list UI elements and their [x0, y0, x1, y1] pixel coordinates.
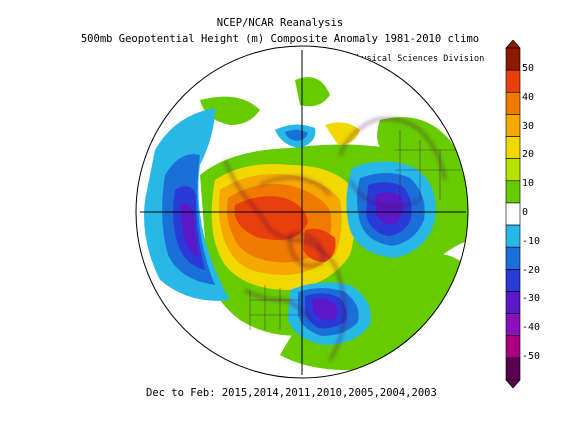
- colorbar-tick-label: 10: [522, 178, 535, 190]
- colorbar: [505, 40, 521, 389]
- colorbar-tick-label: 30: [522, 120, 535, 132]
- date-range-label: Dec to Feb: 2015,2014,2011,2010,2005,200…: [146, 387, 437, 399]
- negative-anomaly-eastern-north-america: [288, 282, 371, 345]
- colorbar-top-arrow: [505, 40, 521, 49]
- colorbar-segment: [505, 114, 521, 137]
- colorbar-tick-label: -20: [522, 264, 541, 276]
- colorbar-segment: [505, 357, 521, 381]
- polar-map: [135, 45, 469, 379]
- colorbar-segment: [505, 180, 521, 204]
- colorbar-tick-label: -30: [522, 293, 541, 305]
- colorbar-tick-label: 20: [522, 149, 535, 161]
- colorbar-segment: [505, 246, 521, 270]
- colorbar-segment: [505, 91, 521, 115]
- colorbar-tick-label: -40: [522, 322, 541, 334]
- colorbar-tick-label: 40: [522, 91, 535, 103]
- colorbar-segment: [505, 158, 521, 182]
- colorbar-bottom-arrow: [505, 379, 521, 389]
- colorbar-segment: [505, 136, 521, 159]
- map-boundary-circle: [135, 45, 469, 379]
- colorbar-segment: [505, 202, 521, 226]
- credit-label: NOAA/ESRL Physical Sciences Division: [300, 54, 485, 64]
- colorbar-segment: [505, 313, 521, 337]
- colorbar-tick-label: -10: [522, 235, 541, 247]
- colorbar-tick-label: -50: [522, 350, 541, 362]
- negative-anomaly-north-pacific: [144, 108, 230, 301]
- chart-title: NCEP/NCAR Reanalysis: [216, 17, 344, 29]
- colorbar-segment: [505, 291, 521, 314]
- colorbar-segment: [505, 335, 521, 359]
- colorbar-segment: [505, 269, 521, 292]
- colorbar-segment: [505, 69, 521, 93]
- colorbar-segment: [505, 224, 521, 248]
- colorbar-tick-label: 50: [522, 63, 535, 75]
- chart-subtitle: 500mb Geopotential Height (m) Composite …: [80, 33, 480, 45]
- colorbar-tick-label: 0: [522, 207, 529, 218]
- colorbar-segment: [505, 47, 521, 71]
- negative-anomaly-scandinavia: [346, 161, 436, 258]
